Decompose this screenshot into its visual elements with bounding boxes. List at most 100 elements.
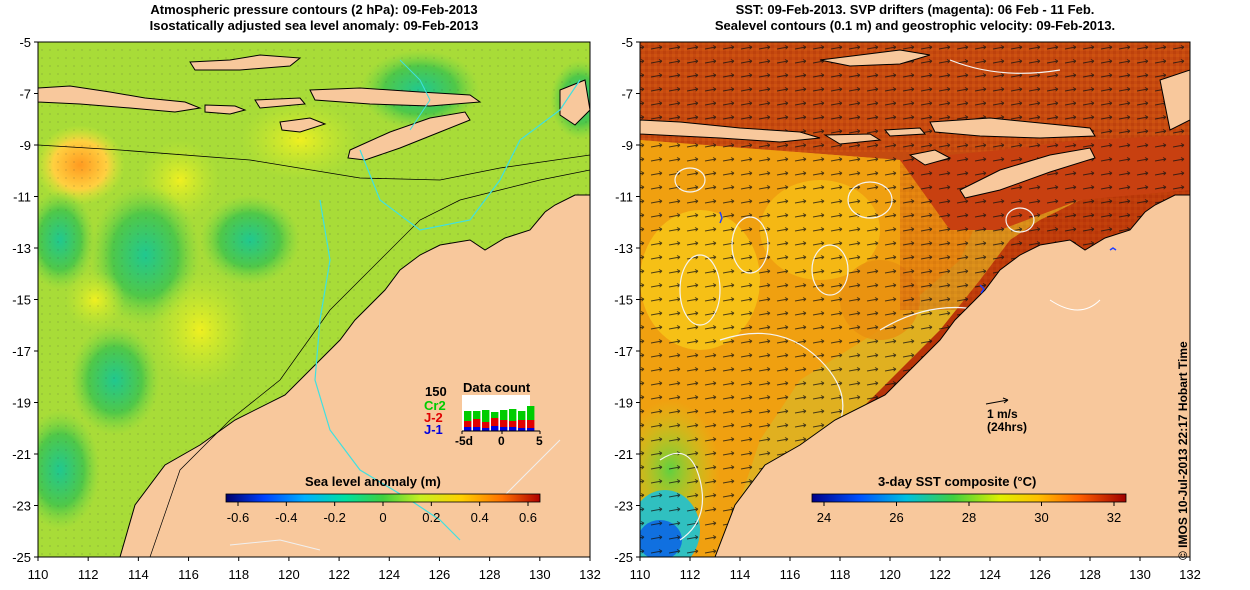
data-count-bars [464, 406, 535, 431]
right-xtick-114: 114 [730, 567, 751, 582]
tanimbar-islands [559, 79, 590, 126]
sumbawa-flores-islands [309, 87, 482, 107]
data-count-bar [509, 427, 517, 431]
sst-colorbar-label: 3-day SST composite (°C) [878, 474, 1036, 489]
left-ytick-m25: -25 [12, 550, 31, 565]
left-xtick-120: 120 [278, 567, 300, 582]
right-xtick-116: 116 [780, 567, 801, 582]
sla-colorbar-tick-3: 0 [379, 510, 386, 525]
right-title-line1: SST: 09-Feb-2013. SVP drifters (magenta)… [735, 2, 1095, 17]
right-xtick-126: 126 [1029, 567, 1051, 582]
right-xtick-130: 130 [1129, 567, 1151, 582]
velocity-scale: 1 m/s (24hrs) [985, 397, 1027, 434]
sla-colorbar-tick-6: 0.6 [519, 510, 537, 525]
right-xtick-122: 122 [929, 567, 951, 582]
data-count-bar [518, 411, 526, 420]
sst-colorbar-tick-0: 24 [817, 510, 831, 525]
data-count-bar [473, 427, 481, 431]
left-xtick-110: 110 [28, 567, 49, 582]
right-xtick-112: 112 [680, 567, 701, 582]
sst-colorbar-tick-3: 30 [1034, 510, 1048, 525]
right-ytick-m9: -9 [621, 138, 633, 153]
left-ytick-m7: -7 [19, 87, 31, 102]
sla-colorbar: Sea level anomaly (m) -0.6 -0.4 -0.2 0 0.2 0.… [225, 474, 541, 525]
data-count-bar [482, 428, 490, 431]
data-count-ymax: 150 [425, 384, 447, 399]
left-ytick-m21: -21 [12, 447, 31, 462]
mission-cr2-label: Cr2 [424, 398, 446, 413]
data-count-xtick-1: 0 [498, 434, 505, 448]
left-xtick-122: 122 [328, 567, 350, 582]
left-xtick-124: 124 [378, 567, 400, 582]
mission-j1-label: J-1 [424, 422, 443, 437]
left-xtick-130: 130 [529, 567, 551, 582]
right-xtick-120: 120 [879, 567, 901, 582]
left-panel-title: Atmospheric pressure contours (2 hPa): 0… [38, 2, 590, 34]
credit-label: © IMOS 10-Jul-2013 22:17 Hobart Time [1176, 341, 1190, 560]
right-ytick-m13: -13 [614, 241, 633, 256]
sst-colorbar: 3-day SST composite (°C) 24 26 28 30 32 [811, 474, 1127, 525]
data-count-bar [509, 409, 517, 421]
left-ytick-m15: -15 [12, 293, 31, 308]
timor-island [347, 111, 471, 161]
right-panel-title: SST: 09-Feb-2013. SVP drifters (magenta)… [640, 2, 1190, 34]
right-map [640, 42, 1190, 557]
australia-land-right [714, 194, 1190, 557]
data-count-bar [491, 418, 499, 426]
data-count-bar [491, 412, 499, 418]
data-count-bar [527, 420, 535, 428]
data-count-bar [482, 422, 490, 428]
left-map [38, 42, 590, 557]
left-xtick-132: 132 [579, 567, 601, 582]
right-ytick-m17: -17 [614, 344, 633, 359]
left-title-line1: Atmospheric pressure contours (2 hPa): 0… [150, 2, 478, 17]
data-count-bar [464, 411, 472, 421]
left-ytick-m13: -13 [12, 241, 31, 256]
data-count-bar [491, 426, 499, 431]
sst-colorbar-tick-1: 26 [889, 510, 903, 525]
sla-colorbar-tick-4: 0.2 [422, 510, 440, 525]
left-ytick-m19: -19 [12, 396, 31, 411]
left-ytick-m9: -9 [19, 138, 31, 153]
mission-j2-label: J-2 [424, 410, 443, 425]
right-xtick-110: 110 [630, 567, 651, 582]
right-ytick-m21: -21 [614, 447, 633, 462]
right-xtick-118: 118 [830, 567, 851, 582]
sla-colorbar-tick-1: -0.4 [275, 510, 297, 525]
right-title-line2: Sealevel contours (0.1 m) and geostrophi… [714, 18, 1116, 33]
data-count-bar [527, 406, 535, 420]
sla-colorbar-tick-5: 0.4 [471, 510, 489, 525]
data-count-bar [464, 427, 472, 431]
right-xtick-128: 128 [1079, 567, 1101, 582]
left-ytick-m17: -17 [12, 344, 31, 359]
right-ytick-m23: -23 [614, 499, 633, 514]
data-count-bar [500, 410, 508, 420]
left-xtick-128: 128 [479, 567, 501, 582]
left-axes: 110 112 114 116 118 120 122 124 126 128 130 132 -5 -7… [12, 35, 601, 582]
sumba-island [279, 117, 327, 133]
data-count-xtick-0: -5d [455, 434, 473, 448]
right-xtick-124: 124 [979, 567, 1001, 582]
data-count-title: Data count [463, 380, 531, 395]
sst-colorbar-tick-4: 32 [1107, 510, 1121, 525]
data-count-bar [509, 421, 517, 427]
data-count-bar [482, 410, 490, 422]
sst-colorbar-tick-2: 28 [962, 510, 976, 525]
left-ytick-m11: -11 [13, 190, 31, 205]
data-count-inset: Data count 150 Cr2 J-2 J-1 -5d 0 5 [424, 380, 543, 448]
right-xtick-132: 132 [1179, 567, 1201, 582]
data-count-bar [500, 427, 508, 431]
right-ytick-m25: -25 [614, 550, 633, 565]
right-ytick-m5: -5 [621, 35, 633, 50]
data-count-bar [518, 420, 526, 428]
left-ytick-m23: -23 [12, 499, 31, 514]
data-count-bar [473, 419, 481, 427]
right-ytick-m19: -19 [614, 396, 633, 411]
bali-lombok-islands [204, 97, 306, 115]
left-xtick-126: 126 [429, 567, 451, 582]
velocity-scale-sublabel: (24hrs) [987, 420, 1027, 434]
north-islands [189, 54, 302, 71]
left-xtick-112: 112 [78, 567, 99, 582]
left-title-line2: Isostatically adjusted sea level anomaly… [149, 18, 479, 33]
